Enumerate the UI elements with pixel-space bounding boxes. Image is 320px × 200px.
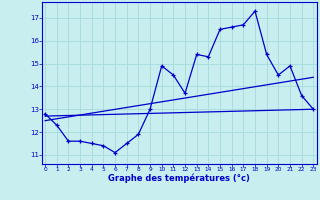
X-axis label: Graphe des températures (°c): Graphe des températures (°c)	[108, 173, 250, 183]
